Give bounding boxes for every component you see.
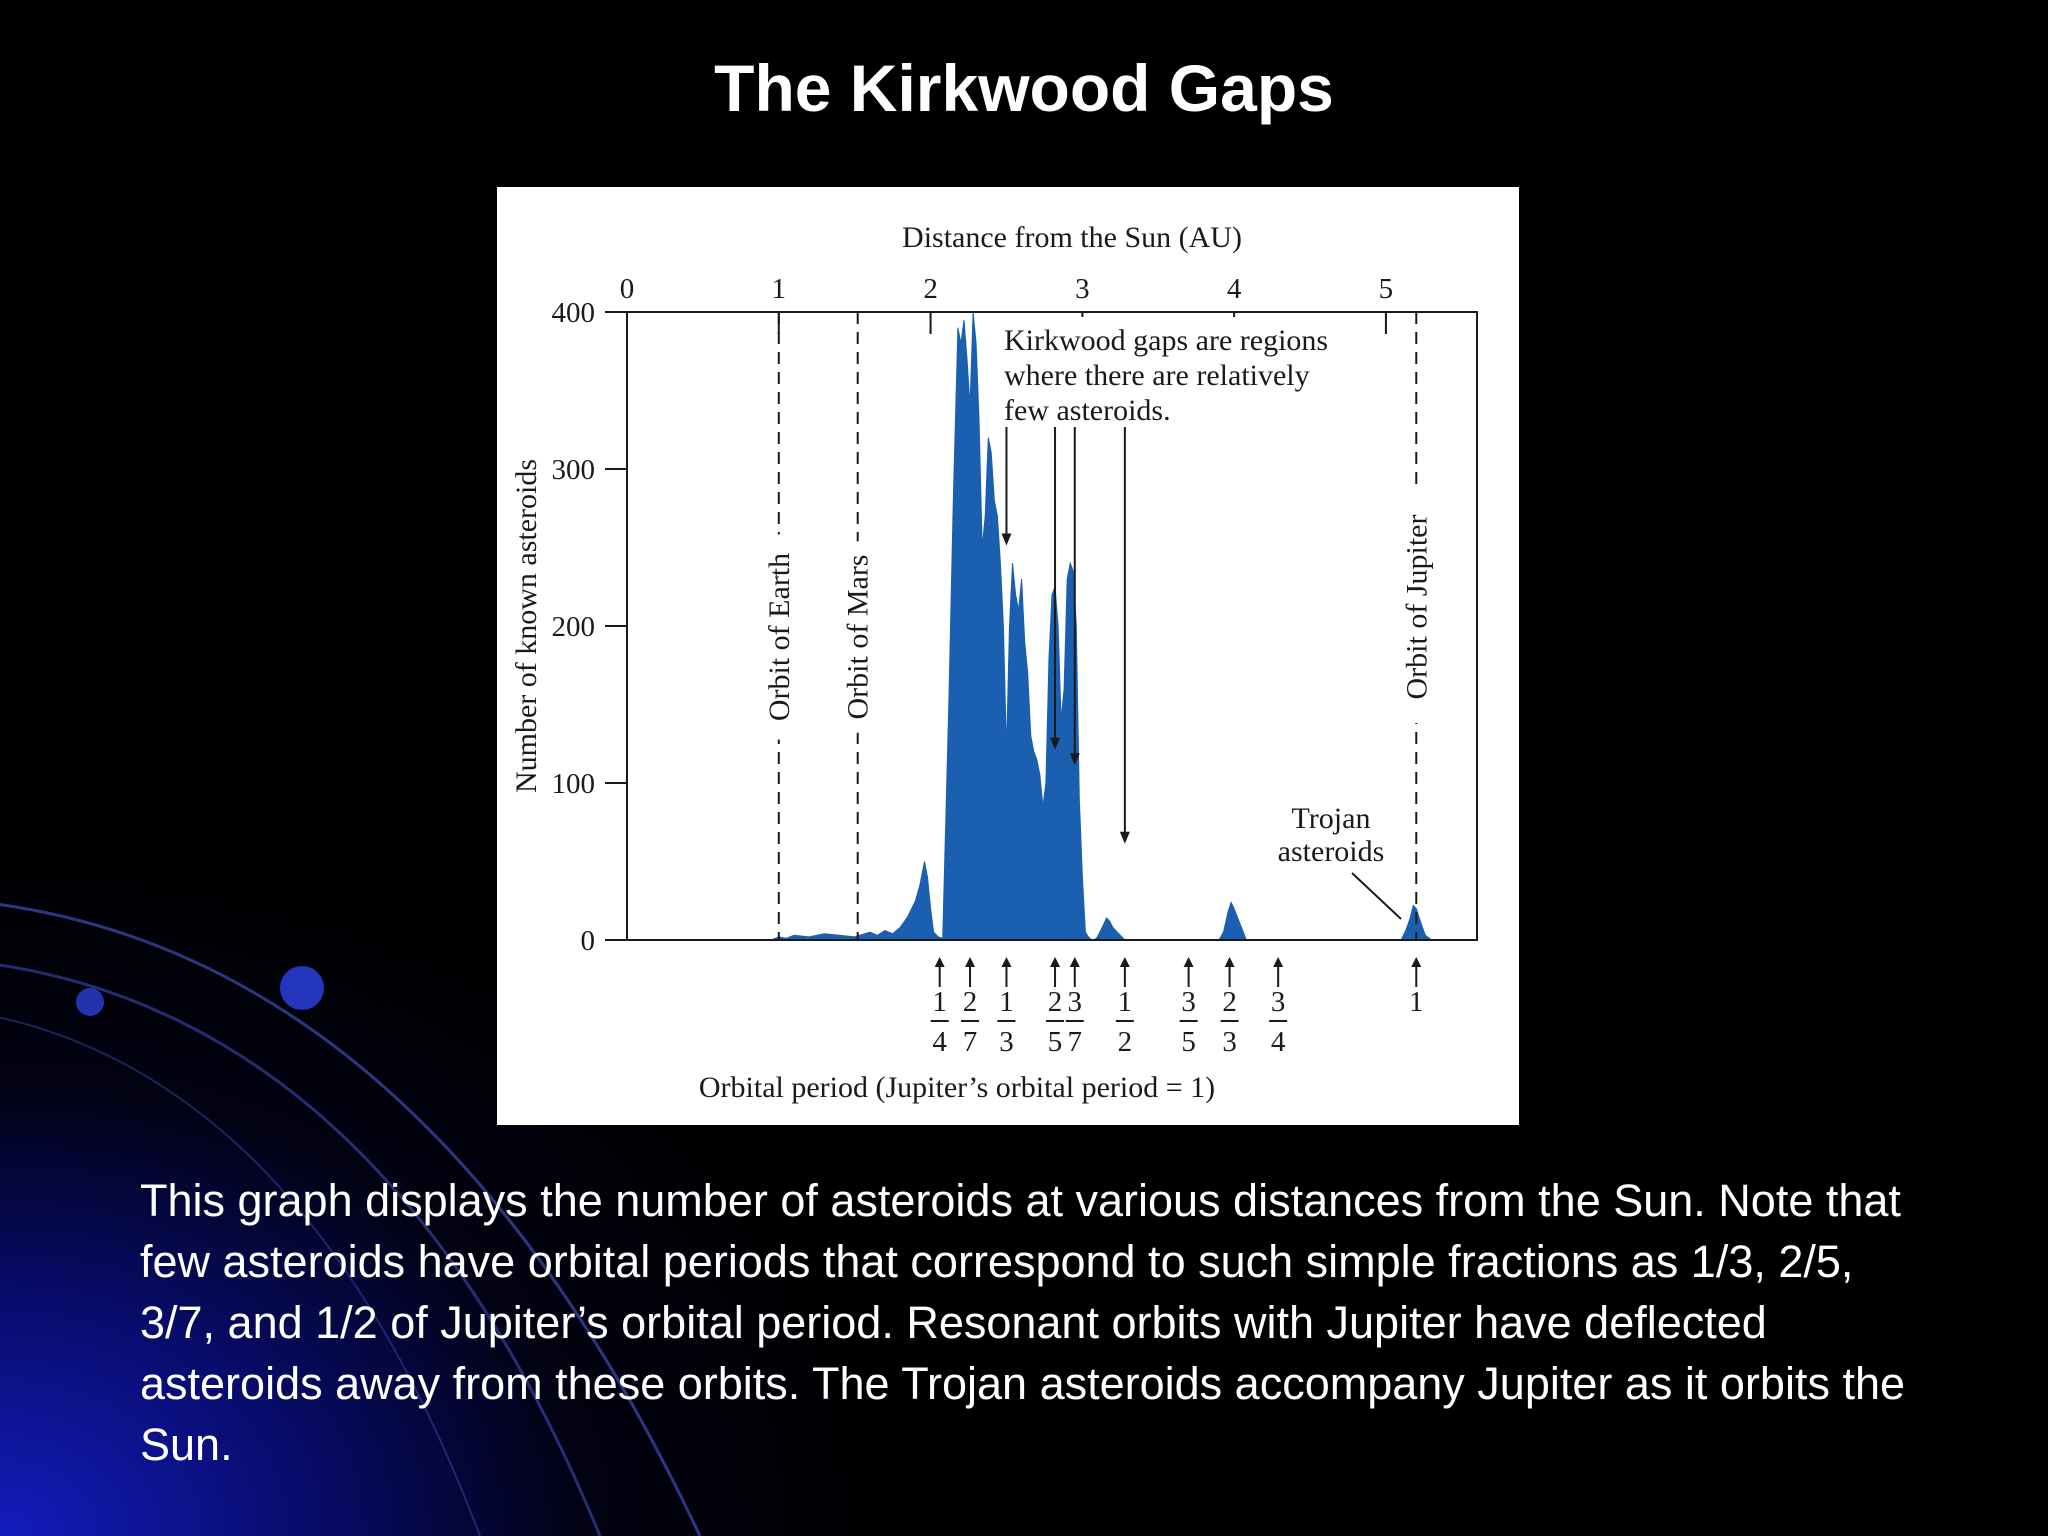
resonance-denominator: 7 bbox=[1068, 1026, 1083, 1058]
resonance-numerator: 1 bbox=[1409, 986, 1424, 1018]
orbit-line-label: Orbit of Jupiter bbox=[1400, 515, 1433, 700]
resonance-denominator: 3 bbox=[1222, 1026, 1237, 1058]
resonance-numerator: 3 bbox=[1271, 986, 1286, 1018]
trojan-annotation-line: Trojan bbox=[1292, 802, 1371, 835]
trojan-annotation-line: asteroids bbox=[1278, 835, 1385, 868]
resonance-numerator: 2 bbox=[1222, 986, 1237, 1018]
resonance-denominator: 3 bbox=[999, 1026, 1014, 1058]
slide-title: The Kirkwood Gaps bbox=[714, 51, 1334, 125]
slide-caption: This graph displays the number of astero… bbox=[140, 1175, 1905, 1470]
resonance-arrow-head bbox=[1050, 957, 1061, 967]
resonance-arrow-head bbox=[1224, 957, 1235, 967]
resonance-marker: 13 bbox=[997, 957, 1016, 1058]
resonance-denominator: 5 bbox=[1048, 1026, 1063, 1058]
resonance-marker: 37 bbox=[1065, 957, 1084, 1058]
y-tick-label: 100 bbox=[552, 768, 596, 800]
resonance-marker: 25 bbox=[1046, 957, 1065, 1058]
x-tick-label: 5 bbox=[1379, 273, 1394, 305]
gap-pointer-head bbox=[1001, 533, 1012, 546]
y-tick-label: 300 bbox=[552, 454, 596, 486]
x-tick-label: 0 bbox=[620, 273, 635, 305]
annotation-backing bbox=[1000, 317, 1370, 417]
x-tick-label: 1 bbox=[772, 273, 787, 305]
orbit-label-backing bbox=[841, 541, 874, 733]
resonance-numerator: 2 bbox=[963, 986, 978, 1018]
y-tick-label: 200 bbox=[552, 611, 596, 643]
resonance-denominator: 5 bbox=[1181, 1026, 1196, 1058]
orbit-line-label: Orbit of Mars bbox=[842, 555, 875, 720]
resonance-marker: 1 bbox=[1409, 957, 1424, 1018]
resonance-denominator: 4 bbox=[1271, 1026, 1286, 1058]
resonance-marker: 34 bbox=[1269, 957, 1288, 1058]
x-tick-label: 2 bbox=[923, 273, 938, 305]
resonance-numerator: 1 bbox=[932, 986, 947, 1018]
resonance-numerator: 3 bbox=[1068, 986, 1083, 1018]
y-tick-label: 400 bbox=[552, 297, 596, 329]
resonance-marker: 14 bbox=[930, 957, 949, 1058]
histogram-series-0 bbox=[771, 311, 1433, 941]
resonance-denominator: 7 bbox=[963, 1026, 978, 1058]
x-axis-bottom-label: Orbital period (Jupiter’s orbital period… bbox=[699, 1071, 1215, 1104]
resonance-numerator: 1 bbox=[999, 986, 1014, 1018]
resonance-arrow-head bbox=[1273, 957, 1284, 967]
resonance-numerator: 3 bbox=[1181, 986, 1196, 1018]
gap-pointer-head bbox=[1119, 831, 1130, 844]
resonance-arrow-head bbox=[965, 957, 976, 967]
resonance-denominator: 4 bbox=[932, 1026, 947, 1058]
resonance-marker: 35 bbox=[1179, 957, 1198, 1058]
resonance-marker: 23 bbox=[1220, 957, 1239, 1058]
kirkwood-annotation-line: few asteroids. bbox=[1004, 394, 1171, 427]
orbit-lines: Orbit of Earth Orbit of Mars Orbit of Jupi… bbox=[762, 312, 1433, 940]
kirkwood-annotation-line: where there are relatively bbox=[1004, 359, 1310, 392]
planet-large-icon bbox=[280, 966, 324, 1010]
resonance-arrow-head bbox=[1001, 957, 1012, 967]
gap-pointer-head bbox=[1050, 737, 1061, 750]
kirkwood-chart: Orbit of Earth Orbit of Mars Orbit of Jupi… bbox=[510, 221, 1478, 1104]
x-tick-label: 4 bbox=[1227, 273, 1242, 305]
trojan-pointer bbox=[1351, 872, 1402, 920]
histogram-area bbox=[771, 311, 1433, 941]
y-axis-label: Number of known asteroids bbox=[510, 459, 543, 793]
resonance-marker: 12 bbox=[1115, 957, 1134, 1058]
figure-panel: Orbit of Earth Orbit of Mars Orbit of Jupi… bbox=[497, 187, 1519, 1125]
resonance-arrow-head bbox=[1069, 957, 1080, 967]
resonance-arrow-head bbox=[1119, 957, 1130, 967]
x-axis-top-label: Distance from the Sun (AU) bbox=[902, 221, 1242, 254]
resonance-arrow-head bbox=[934, 957, 945, 967]
resonance-numerator: 1 bbox=[1118, 986, 1133, 1018]
gap-pointer-head bbox=[1069, 753, 1080, 766]
planet-small-icon bbox=[76, 988, 104, 1016]
orbit-label-backing bbox=[1400, 491, 1433, 723]
axes: 0 1 2 3 4 5 0 100 200 300 400 bbox=[552, 273, 1394, 957]
resonance-marker: 27 bbox=[961, 957, 980, 1058]
x-tick-label: 3 bbox=[1075, 273, 1090, 305]
orbit-label-backing bbox=[762, 534, 795, 740]
resonance-denominator: 2 bbox=[1118, 1026, 1133, 1058]
resonance-numerator: 2 bbox=[1048, 986, 1063, 1018]
kirkwood-annotation-line: Kirkwood gaps are regions bbox=[1004, 324, 1328, 357]
resonance-arrow-head bbox=[1411, 957, 1422, 967]
orbit-line-label: Orbit of Earth bbox=[763, 553, 796, 721]
y-tick-label: 0 bbox=[581, 925, 596, 957]
resonance-arrow-head bbox=[1183, 957, 1194, 967]
